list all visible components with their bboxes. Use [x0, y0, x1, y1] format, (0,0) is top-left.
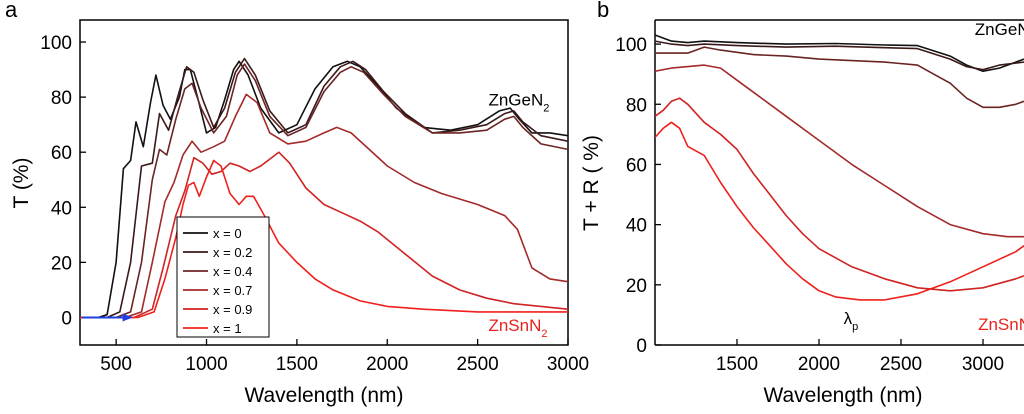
series-line-x-0-9: [80, 151, 568, 319]
legend-label: x = 0.7: [213, 283, 252, 298]
y-tick-label: 100: [615, 35, 647, 56]
x-tick-label: 3000: [962, 354, 1004, 375]
panel-a: a 500 1000 1500 2000 2500 3000 0 20 40 60 80 100 Wa…: [5, 0, 589, 407]
axis-ticks-b: 1500 2000 2500 3000 0 20 40 60 80 100: [615, 35, 1004, 375]
x-tick-label: 2000: [366, 354, 408, 375]
series-group-b: [655, 34, 1024, 301]
y-axis-title-b: T + R ( %): [580, 135, 603, 231]
series-line-x-1: [80, 159, 568, 319]
annotations-a: ZnGeN2 ZnSnN2: [488, 90, 549, 340]
series-line-x-0-4: [80, 63, 568, 319]
y-tick-label: 60: [51, 143, 72, 164]
series-line-x-0-2: [80, 57, 568, 319]
y-axis-title-a: T (%): [10, 158, 33, 209]
panel-letter-b: b: [597, 0, 609, 22]
legend-label: x = 1: [213, 321, 242, 336]
panel-b: b 1500 2000 2500 3000 0 20 40 60 80 100 Wavelengt…: [580, 0, 1024, 407]
legend-box: [176, 216, 270, 338]
x-tick-label: 500: [100, 354, 132, 375]
series-line-x-0-7: [80, 93, 568, 319]
x-tick-label: 1000: [185, 354, 227, 375]
legend-a: x = 0 x = 0.2 x = 0.4 x = 0.7 x = 0.9 x = 1: [176, 216, 270, 338]
annotation-label: ZnSnN2: [978, 315, 1024, 339]
y-tick-label: 80: [626, 95, 647, 116]
y-tick-label: 80: [51, 88, 72, 109]
x-tick-label: 1500: [276, 354, 318, 375]
legend-label: x = 0: [213, 226, 242, 241]
annotation-label: ZnSnN2: [488, 316, 547, 340]
axis-ticks-a: 500 1000 1500 2000 2500 3000 0 20 40 60 80 100: [40, 33, 589, 375]
y-tick-label: 0: [636, 336, 647, 357]
x-tick-label: 2000: [798, 354, 840, 375]
annotation-label: ZnGeN2: [488, 90, 549, 114]
series-line-x-0-2: [655, 40, 1024, 71]
legend-label: x = 0.2: [213, 245, 252, 260]
annotation-label: λp: [844, 309, 859, 333]
y-tick-label: 40: [626, 216, 647, 237]
x-tick-label: 2500: [880, 354, 922, 375]
x-axis-title-b: Wavelength (nm): [763, 384, 922, 407]
y-tick-label: 60: [626, 155, 647, 176]
plot-frame-a: [79, 19, 569, 346]
y-tick-label: 0: [61, 308, 72, 329]
y-tick-label: 40: [51, 198, 72, 219]
annotation-label: ZnGeN2: [975, 20, 1024, 44]
series-line-x-0-7: [655, 64, 1024, 238]
legend-label: x = 0.9: [213, 302, 252, 317]
y-tick-label: 20: [51, 253, 72, 274]
x-tick-label: 2500: [456, 354, 498, 375]
y-tick-label: 20: [626, 276, 647, 297]
series-line-x-0-9: [655, 97, 1024, 292]
x-axis-title-a: Wavelength (nm): [244, 384, 403, 407]
series-line-x-0: [80, 60, 568, 319]
panel-letter-a: a: [5, 0, 18, 22]
x-tick-label: 1500: [716, 354, 758, 375]
x-tick-label: 3000: [547, 354, 589, 375]
series-line-x-0-4: [655, 46, 1024, 109]
legend-label: x = 0.4: [213, 264, 252, 279]
series-line-x-1: [655, 121, 1024, 301]
series-group-a: [80, 57, 568, 319]
series-line-x-0: [655, 34, 1024, 72]
y-tick-label: 100: [40, 33, 72, 54]
